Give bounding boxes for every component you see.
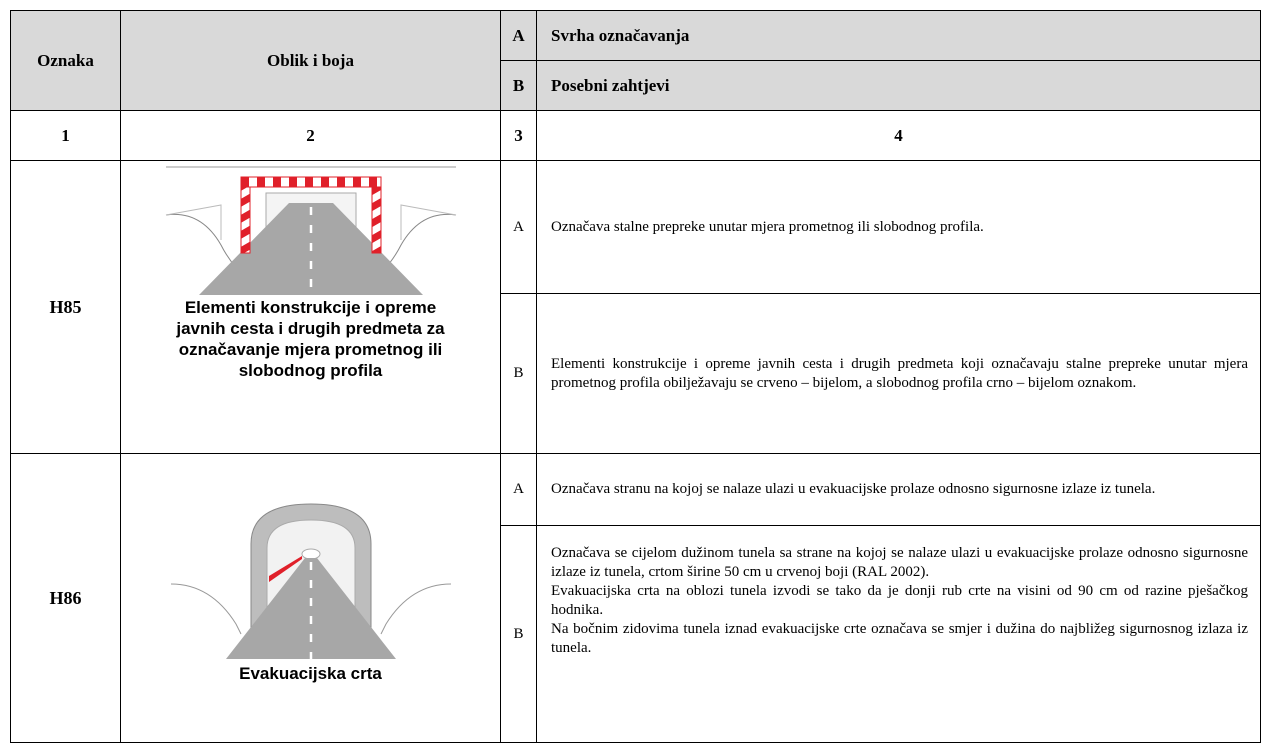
sign-caption: Evakuacijska crta [239,664,382,683]
paragraph: Evakuacijska crta na oblozi tunela izvod… [551,583,1248,618]
header-label: Posebni zahtjevi [536,60,1261,111]
sign-image [165,166,456,295]
column-number: 2 [120,110,501,161]
sign-caption: Elementi konstrukcije i opreme javnih ce… [176,298,445,380]
row-letter: A [500,453,537,526]
sign-code: H86 [10,453,121,743]
paragraph: Označava se cijelom dužinom tunela sa st… [551,545,1248,580]
paragraph: Na bočnim zidovima tunela iznad evakuaci… [551,621,1248,656]
column-number: 3 [500,110,537,161]
row-letter: B [500,293,537,454]
header-code: Oznaka [10,10,121,111]
header-label: Svrha označavanja [536,10,1261,61]
sign-code: H85 [10,160,121,454]
paragraph: Elementi konstrukcije i opreme javnih ce… [551,355,1248,391]
row-text: Elementi konstrukcije i opreme javnih ce… [536,293,1261,454]
row-text: Označava se cijelom dužinom tunela sa st… [536,525,1261,743]
row-letter: B [500,525,537,743]
column-number: 1 [10,110,121,161]
header-letter: A [500,10,537,61]
row-text: Označava stalne prepreke unutar mjera pr… [536,160,1261,294]
column-number: 4 [536,110,1261,161]
sign-shape: Elementi konstrukcije i opreme javnih ce… [120,160,501,454]
header-letter: B [500,60,537,111]
row-text: Označava stranu na kojoj se nalaze ulazi… [536,453,1261,526]
row-letter: A [500,160,537,294]
sign-shape: Evakuacijska crta [120,453,501,743]
paragraph: Označava stalne prepreke unutar mjera pr… [551,218,984,235]
sign-image [170,503,451,659]
header-shape: Oblik i boja [120,10,501,111]
paragraph: Označava stranu na kojoj se nalaze ulazi… [551,481,1156,497]
